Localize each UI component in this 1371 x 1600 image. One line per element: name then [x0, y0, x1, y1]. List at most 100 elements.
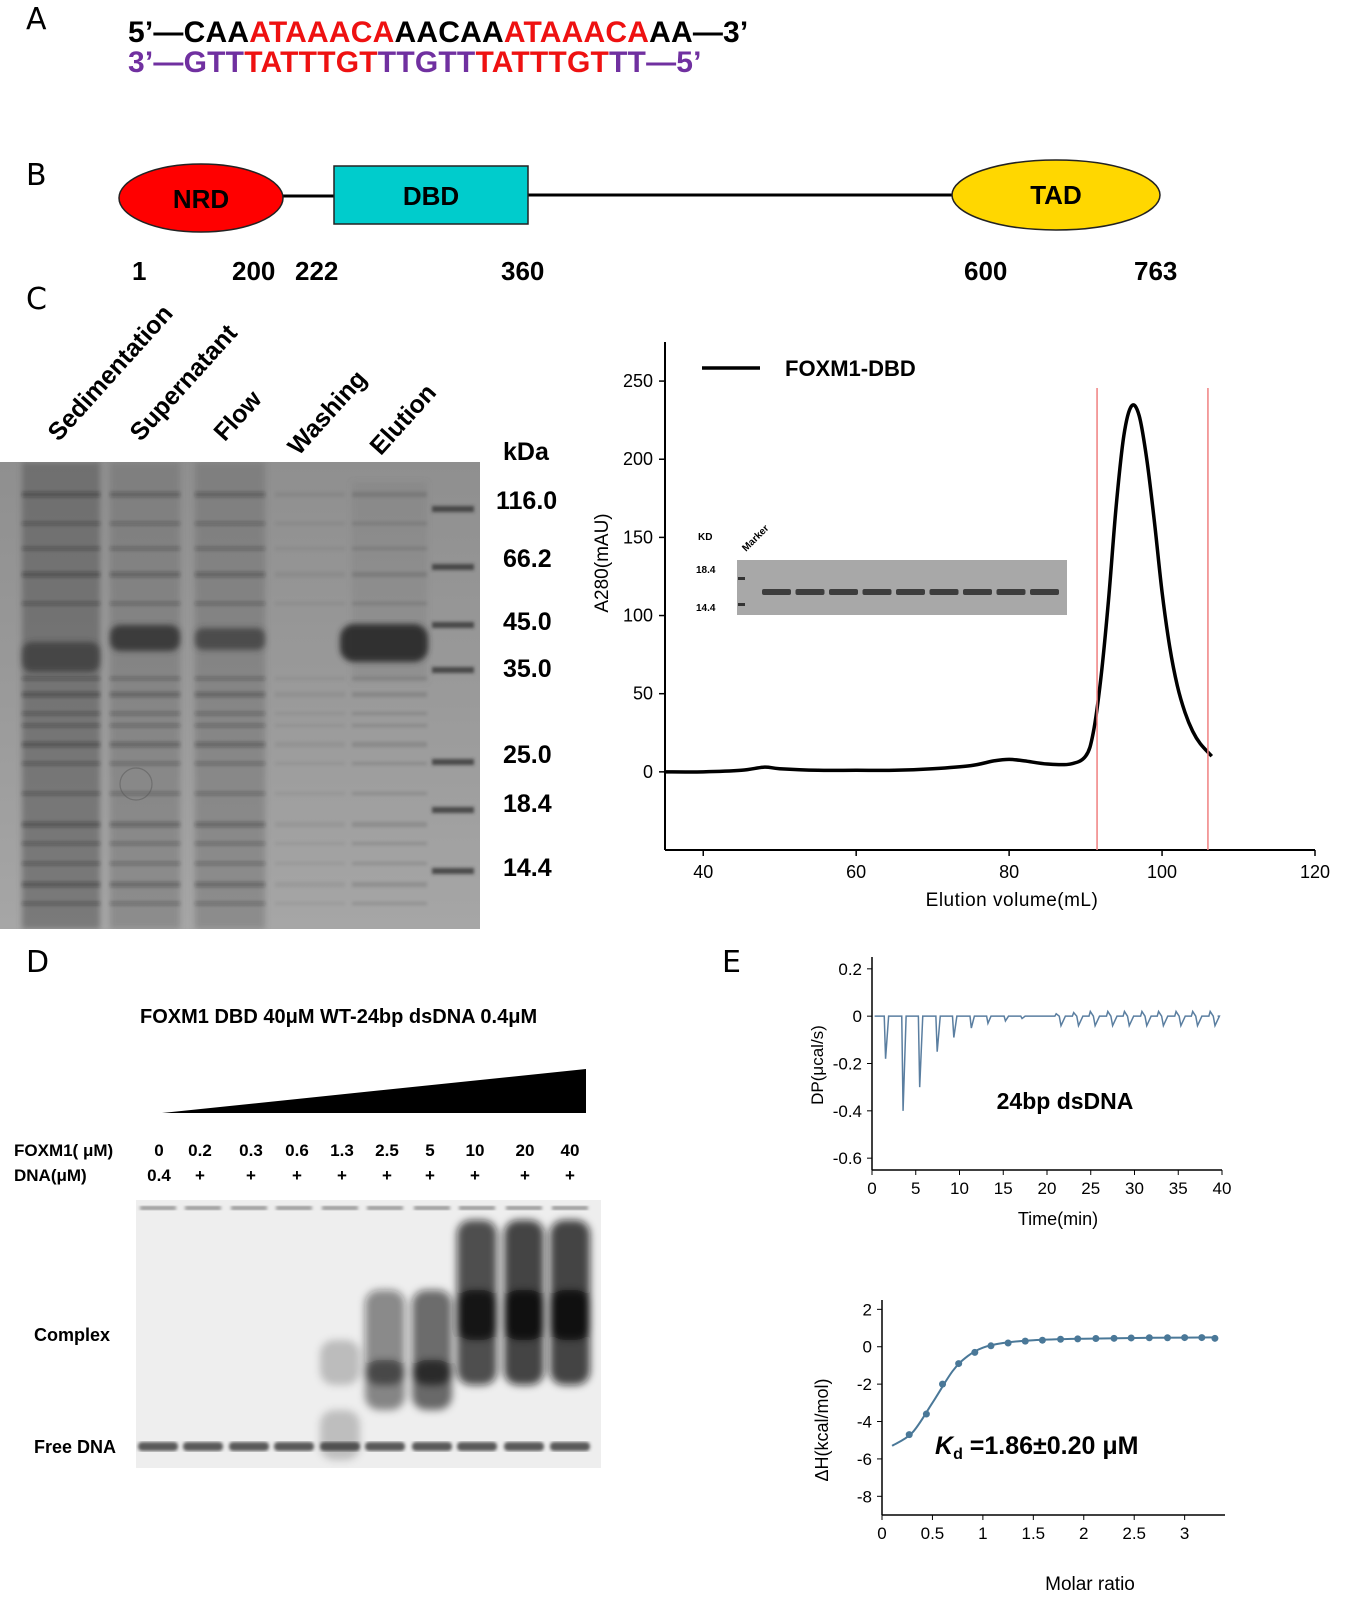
- panel-letter-e: E: [722, 945, 741, 980]
- gel-band: [110, 692, 180, 697]
- itc-bottom-y-tick-label: -8: [857, 1487, 872, 1506]
- gel-band: [110, 677, 180, 680]
- gel-band: [110, 882, 180, 887]
- gel-band: [275, 712, 345, 715]
- gel-band: [110, 724, 180, 727]
- panel-letter-a: A: [26, 2, 47, 37]
- lane-label: Flow: [208, 385, 268, 447]
- marker-band: [432, 868, 474, 874]
- emsa-free-band: [412, 1442, 452, 1451]
- marker-label: 66.2: [503, 545, 552, 573]
- foxm1-concentration: 20: [515, 1141, 535, 1160]
- gel-band: [352, 742, 427, 747]
- seq-segment: AA: [649, 16, 693, 49]
- gel-band: [22, 842, 100, 845]
- kd-annotation: Kd =1.86±0.20 μM: [935, 1432, 1139, 1463]
- sec-chromatogram: 40 60 80 100 120 0 50 100 150 200 250 FOXM1-DBD El…: [592, 342, 1330, 911]
- gel-band: [195, 902, 265, 905]
- gel-band: [110, 792, 180, 795]
- isotherm-data-point: [922, 1410, 930, 1418]
- kda-title: kDa: [503, 438, 549, 466]
- position-label: 200: [232, 256, 276, 286]
- kd-value: =1.86±0.20 μM: [963, 1432, 1139, 1460]
- seq-motif: ATAAACA: [503, 16, 650, 49]
- dna-concentration: +: [565, 1166, 575, 1185]
- gel-band: [352, 677, 427, 680]
- position-label: 600: [964, 256, 1008, 286]
- itc-bottom-y-tick-label: 2: [863, 1300, 872, 1319]
- gel-band: [22, 547, 100, 550]
- emsa-well: [414, 1206, 450, 1210]
- seq-segment: 5’—: [128, 16, 184, 49]
- dna-concentration: +: [292, 1166, 302, 1185]
- inset-lane-band: [829, 589, 858, 595]
- isotherm-data-point: [1057, 1335, 1065, 1343]
- seq-motif: TATTTGT: [475, 46, 610, 79]
- emsa-free-band: [320, 1442, 360, 1451]
- isotherm-data-point: [1127, 1334, 1135, 1342]
- isotherm-data-point: [955, 1360, 963, 1368]
- foxm1-concentration: 0.2: [188, 1141, 212, 1160]
- dna-bottom-strand: 3’—GTTTATTTGTTTGTTTATTTGTTT—5’: [128, 46, 702, 80]
- gel-band: [110, 522, 180, 525]
- itc-bottom-x-tick-label: 3: [1180, 1524, 1189, 1543]
- itc-top-x-tick-label: 0: [867, 1179, 876, 1198]
- gel-band: [22, 677, 100, 680]
- gel-band: [275, 862, 345, 865]
- itc-top-y-tick-label: 0: [853, 1007, 862, 1026]
- itc-binding-isotherm: 0 0.5 1 1.5 2 2.5 3 2 0 -2 -4 -6 -8 Molar ratio ΔH(k…: [812, 1300, 1225, 1595]
- sds-gel-image: [0, 462, 480, 929]
- itc-raw-thermogram: 0 5 10 15 20 25 30 35 40 0.2 0 -0.2 -0.4 -0.6 24bp ds…: [808, 957, 1231, 1229]
- domain-diagram: NRD DBD TAD: [118, 159, 1161, 233]
- gel-band: [195, 712, 265, 715]
- emsa-free-band: [274, 1442, 314, 1451]
- itc-bottom-x-label: Molar ratio: [1045, 1574, 1135, 1595]
- gel-band: [352, 522, 427, 525]
- isotherm-data-point: [1074, 1335, 1082, 1343]
- dna-concentration: +: [520, 1166, 530, 1185]
- dna-concentration: +: [470, 1166, 480, 1185]
- inset-marker-band: [738, 577, 745, 580]
- emsa-well: [459, 1206, 495, 1210]
- marker-label: 45.0: [503, 608, 552, 636]
- seq-segment: 3’—: [128, 46, 184, 79]
- marker-label: 35.0: [503, 655, 552, 683]
- emsa-gel-image: [136, 1200, 601, 1468]
- gel-band: [22, 522, 100, 525]
- gel-band: [352, 842, 427, 845]
- dna-concentration: +: [425, 1166, 435, 1185]
- emsa-free-band: [183, 1442, 223, 1451]
- gel-band: [22, 602, 100, 605]
- sec-y-tick-label: 250: [623, 371, 653, 391]
- inset-lane-band: [862, 589, 892, 595]
- itc-bottom-x-tick-label: 0: [877, 1524, 886, 1543]
- emsa-complex-band: [320, 1410, 360, 1460]
- gel-band: [275, 492, 345, 497]
- isotherm-data-point: [1211, 1334, 1219, 1342]
- gel-band: [110, 602, 180, 605]
- gel-band: [352, 602, 427, 605]
- gel-band: [22, 742, 100, 747]
- panel-letter-d: D: [26, 945, 50, 980]
- seq-segment: AACAA: [394, 16, 504, 49]
- gel-band: [352, 692, 427, 697]
- gel-band: [275, 522, 345, 525]
- gel-band: [195, 492, 265, 497]
- inset-band-label: 14.4: [696, 603, 716, 614]
- foxm1-concentration: 40: [560, 1141, 580, 1160]
- seq-segment: TT: [609, 46, 647, 79]
- seq-segment: CAA: [183, 16, 250, 49]
- itc-top-x-tick-label: 10: [950, 1179, 969, 1198]
- isotherm-data-point: [1021, 1337, 1029, 1345]
- foxm1-concentration: 0: [154, 1141, 164, 1160]
- marker-label: 25.0: [503, 741, 552, 769]
- inset-gel: KD Marker 18.4 14.4: [696, 523, 1067, 615]
- lane-label: Washing: [282, 364, 373, 461]
- legend-label: FOXM1-DBD: [785, 356, 916, 381]
- position-label: 222: [295, 256, 339, 286]
- sec-x-tick-label: 40: [693, 862, 713, 882]
- panel-letter-c: C: [26, 282, 47, 317]
- inset-marker-label: Marker: [740, 523, 771, 554]
- dna-concentration: +: [246, 1166, 256, 1185]
- gel-band: [195, 742, 265, 747]
